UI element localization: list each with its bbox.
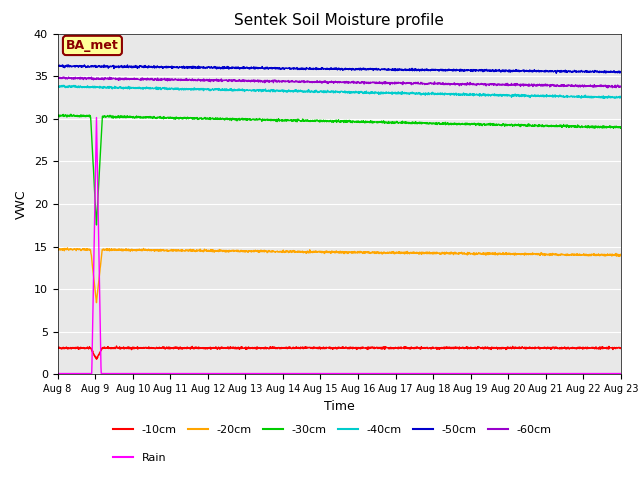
Y-axis label: VWC: VWC [15,189,28,219]
Text: BA_met: BA_met [66,39,119,52]
Legend: Rain: Rain [108,448,171,467]
X-axis label: Time: Time [324,400,355,413]
Title: Sentek Soil Moisture profile: Sentek Soil Moisture profile [234,13,444,28]
